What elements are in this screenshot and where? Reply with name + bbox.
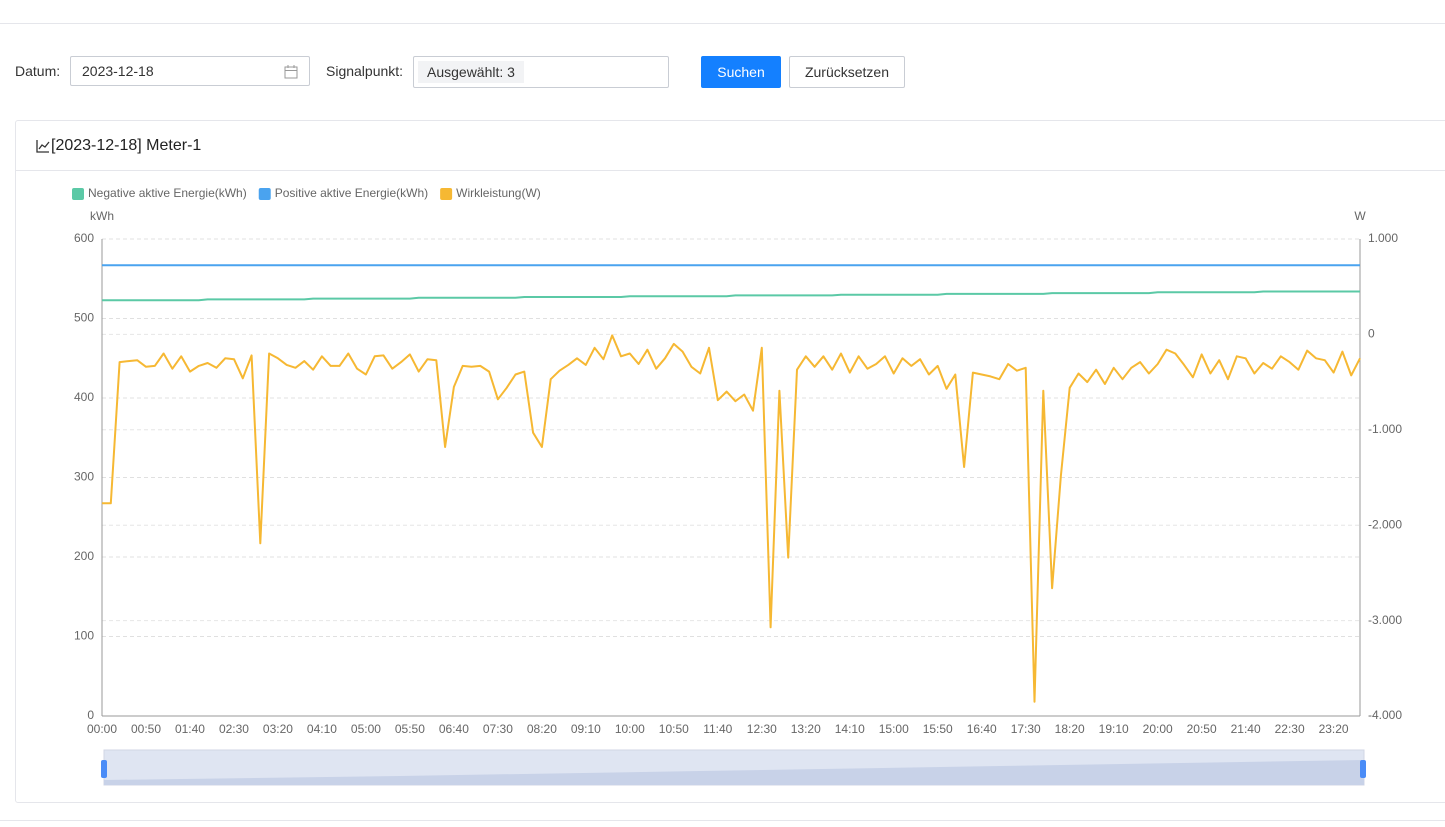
chart-icon [36,140,50,153]
card-title: [2023-12-18] Meter-1 [51,137,202,154]
divider [0,820,1445,821]
date-value: 2023-12-18 [82,63,154,79]
date-input[interactable]: 2023-12-18 [70,56,310,86]
date-label: Datum: [15,63,61,79]
chart-card: [2023-12-18] Meter-1 [15,120,1445,803]
card-divider [16,170,1445,171]
signal-select[interactable]: Ausgewählt: 3 [413,56,669,88]
reset-button[interactable]: Zurücksetzen [789,56,905,88]
signal-tag: Ausgewählt: 3 [418,61,524,83]
signal-label: Signalpunkt: [326,63,404,79]
calendar-icon [284,65,298,79]
search-button[interactable]: Suchen [701,56,781,88]
divider [0,23,1445,24]
